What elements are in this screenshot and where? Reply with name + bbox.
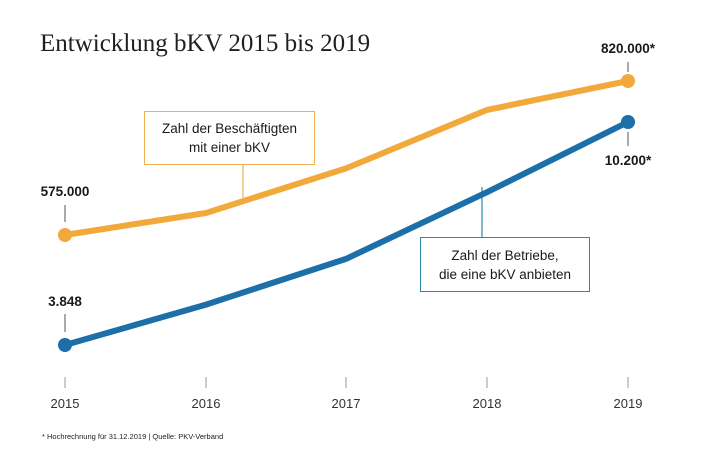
data-label: 820.000* [601, 41, 656, 56]
data-label: 10.200* [605, 153, 652, 168]
data-point [621, 74, 635, 88]
data-point [58, 228, 72, 242]
callout-line: mit einer bKV [188, 140, 271, 155]
callout-line: Zahl der Beschäftigten [161, 121, 298, 136]
x-axis: 2015 2016 2017 2018 2019 [51, 377, 643, 411]
x-tick-label: 2016 [192, 396, 221, 411]
x-tick-label: 2018 [473, 396, 502, 411]
x-tick-label: 2019 [614, 396, 643, 411]
x-tick-label: 2017 [332, 396, 361, 411]
callout-line: Zahl der Betriebe, [451, 248, 559, 263]
callout-line: die eine bKV anbieten [438, 267, 572, 282]
data-point [621, 115, 635, 129]
data-point [58, 338, 72, 352]
series-line-beschaeftigte [62, 78, 631, 238]
data-label: 575.000 [41, 184, 90, 199]
data-label: 3.848 [48, 294, 82, 309]
series-line-betriebe [62, 119, 631, 348]
footnote: * Hochrechnung für 31.12.2019 | Quelle: … [42, 432, 224, 441]
x-tick-label: 2015 [51, 396, 80, 411]
callout-betriebe: Zahl der Betriebe, die eine bKV anbieten [420, 237, 590, 292]
chart-title: Entwicklung bKV 2015 bis 2019 [40, 30, 371, 57]
callout-beschaeftigte: Zahl der Beschäftigten mit einer bKV [144, 111, 315, 165]
